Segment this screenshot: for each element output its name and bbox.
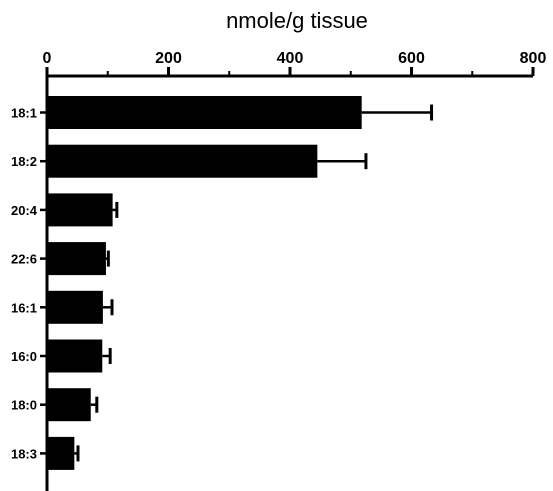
bar bbox=[47, 436, 75, 470]
bars bbox=[47, 96, 434, 470]
category-labels: 18:1 18:2 20:4 22:6 16:1 16:0 18:0 18:3 bbox=[11, 106, 38, 462]
category-label: 18:2 bbox=[11, 154, 37, 169]
x-axis-title: nmole/g tissue bbox=[226, 8, 368, 33]
x-tick-label: 800 bbox=[520, 50, 547, 67]
category-label: 16:1 bbox=[11, 300, 37, 315]
bar bbox=[47, 388, 91, 422]
category-label: 18:3 bbox=[11, 446, 37, 461]
x-tick-label: 200 bbox=[155, 50, 182, 67]
x-tick-label: 400 bbox=[277, 50, 304, 67]
x-tick-label: 600 bbox=[398, 50, 425, 67]
category-label: 20:4 bbox=[11, 203, 38, 218]
category-label: 22:6 bbox=[11, 252, 37, 267]
bar bbox=[47, 96, 362, 129]
bar bbox=[47, 144, 318, 178]
x-tick-label: 0 bbox=[43, 50, 52, 67]
category-label: 16:0 bbox=[11, 349, 37, 364]
category-label: 18:1 bbox=[11, 106, 37, 121]
bar bbox=[47, 193, 113, 227]
category-label: 18:0 bbox=[11, 398, 37, 413]
bar bbox=[47, 242, 106, 276]
bar bbox=[47, 339, 103, 373]
bar bbox=[47, 290, 103, 324]
